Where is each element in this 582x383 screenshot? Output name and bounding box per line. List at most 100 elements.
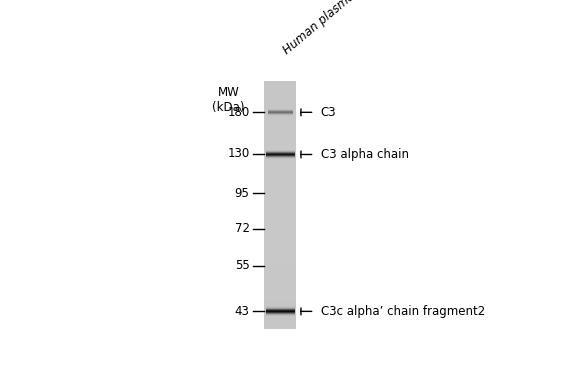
Bar (264, 294, 296, 295)
Bar (264, 274, 296, 275)
Bar (264, 153, 296, 154)
Bar (264, 187, 296, 188)
Bar (264, 106, 296, 108)
Bar (264, 272, 296, 273)
Bar (264, 166, 296, 167)
Bar (264, 93, 296, 94)
Bar (264, 226, 296, 227)
Bar (264, 177, 296, 178)
Bar (264, 151, 296, 152)
Bar (264, 233, 296, 234)
Bar (264, 120, 296, 121)
Bar (264, 167, 296, 168)
Bar (264, 91, 296, 92)
Bar (264, 106, 296, 107)
Bar (264, 98, 296, 100)
Bar (264, 92, 296, 93)
Bar (264, 151, 296, 152)
Bar (264, 201, 296, 202)
Bar (264, 223, 296, 224)
Bar (264, 221, 296, 222)
Text: C3: C3 (321, 106, 336, 119)
Bar (264, 160, 296, 162)
Bar (264, 141, 296, 142)
Bar (264, 264, 296, 265)
Bar (264, 299, 296, 300)
Bar (264, 194, 296, 195)
Bar (264, 131, 296, 132)
Bar (264, 327, 296, 328)
Bar (264, 135, 296, 136)
Bar (264, 204, 296, 205)
Bar (264, 236, 296, 237)
Bar (264, 198, 296, 199)
Bar (264, 199, 296, 200)
Bar (264, 165, 296, 166)
Bar (264, 296, 296, 297)
Bar (264, 220, 296, 221)
Bar (264, 116, 296, 118)
Bar (264, 251, 296, 252)
Bar (264, 244, 296, 245)
Bar (264, 320, 296, 321)
Bar (264, 291, 296, 292)
Bar (264, 147, 296, 148)
Bar (264, 184, 296, 185)
Bar (264, 231, 296, 232)
Bar (264, 286, 296, 287)
Bar (264, 316, 296, 318)
Bar (264, 211, 296, 212)
Bar (264, 282, 296, 283)
Bar (264, 89, 296, 90)
Bar (264, 306, 296, 308)
Bar (264, 306, 296, 307)
Bar (264, 161, 296, 162)
Bar (264, 82, 296, 83)
Bar (264, 311, 296, 312)
Bar (264, 159, 296, 160)
Bar (264, 285, 296, 286)
Bar (264, 179, 296, 180)
Bar (264, 102, 296, 103)
Bar (264, 268, 296, 269)
Bar (264, 118, 296, 119)
Bar (264, 241, 296, 242)
Bar (264, 217, 296, 218)
Bar (264, 277, 296, 278)
Bar (264, 271, 296, 272)
Bar (264, 291, 296, 293)
Bar (264, 301, 296, 303)
Bar (264, 105, 296, 106)
Bar (264, 218, 296, 219)
Bar (264, 248, 296, 249)
Bar (264, 270, 296, 271)
Bar (264, 113, 296, 115)
Bar (264, 173, 296, 174)
Bar (264, 232, 296, 233)
Bar (264, 182, 296, 183)
Bar (264, 190, 296, 191)
Bar (264, 243, 296, 244)
Bar (264, 126, 296, 128)
Bar (264, 139, 296, 140)
Bar (264, 141, 296, 142)
Bar (264, 183, 296, 185)
Bar (264, 252, 296, 253)
Bar (264, 189, 296, 190)
Text: MW
(kDa): MW (kDa) (212, 86, 244, 114)
Bar (264, 316, 296, 317)
Bar (264, 193, 296, 194)
Bar (264, 278, 296, 279)
Bar (264, 235, 296, 236)
Bar (264, 250, 296, 252)
Bar (264, 158, 296, 159)
Bar (264, 257, 296, 258)
Bar (264, 305, 296, 306)
Bar (264, 126, 296, 127)
Bar (264, 180, 296, 181)
Bar (264, 168, 296, 169)
Bar (264, 228, 296, 229)
Bar (264, 115, 296, 116)
Bar (264, 185, 296, 186)
Bar (264, 206, 296, 207)
